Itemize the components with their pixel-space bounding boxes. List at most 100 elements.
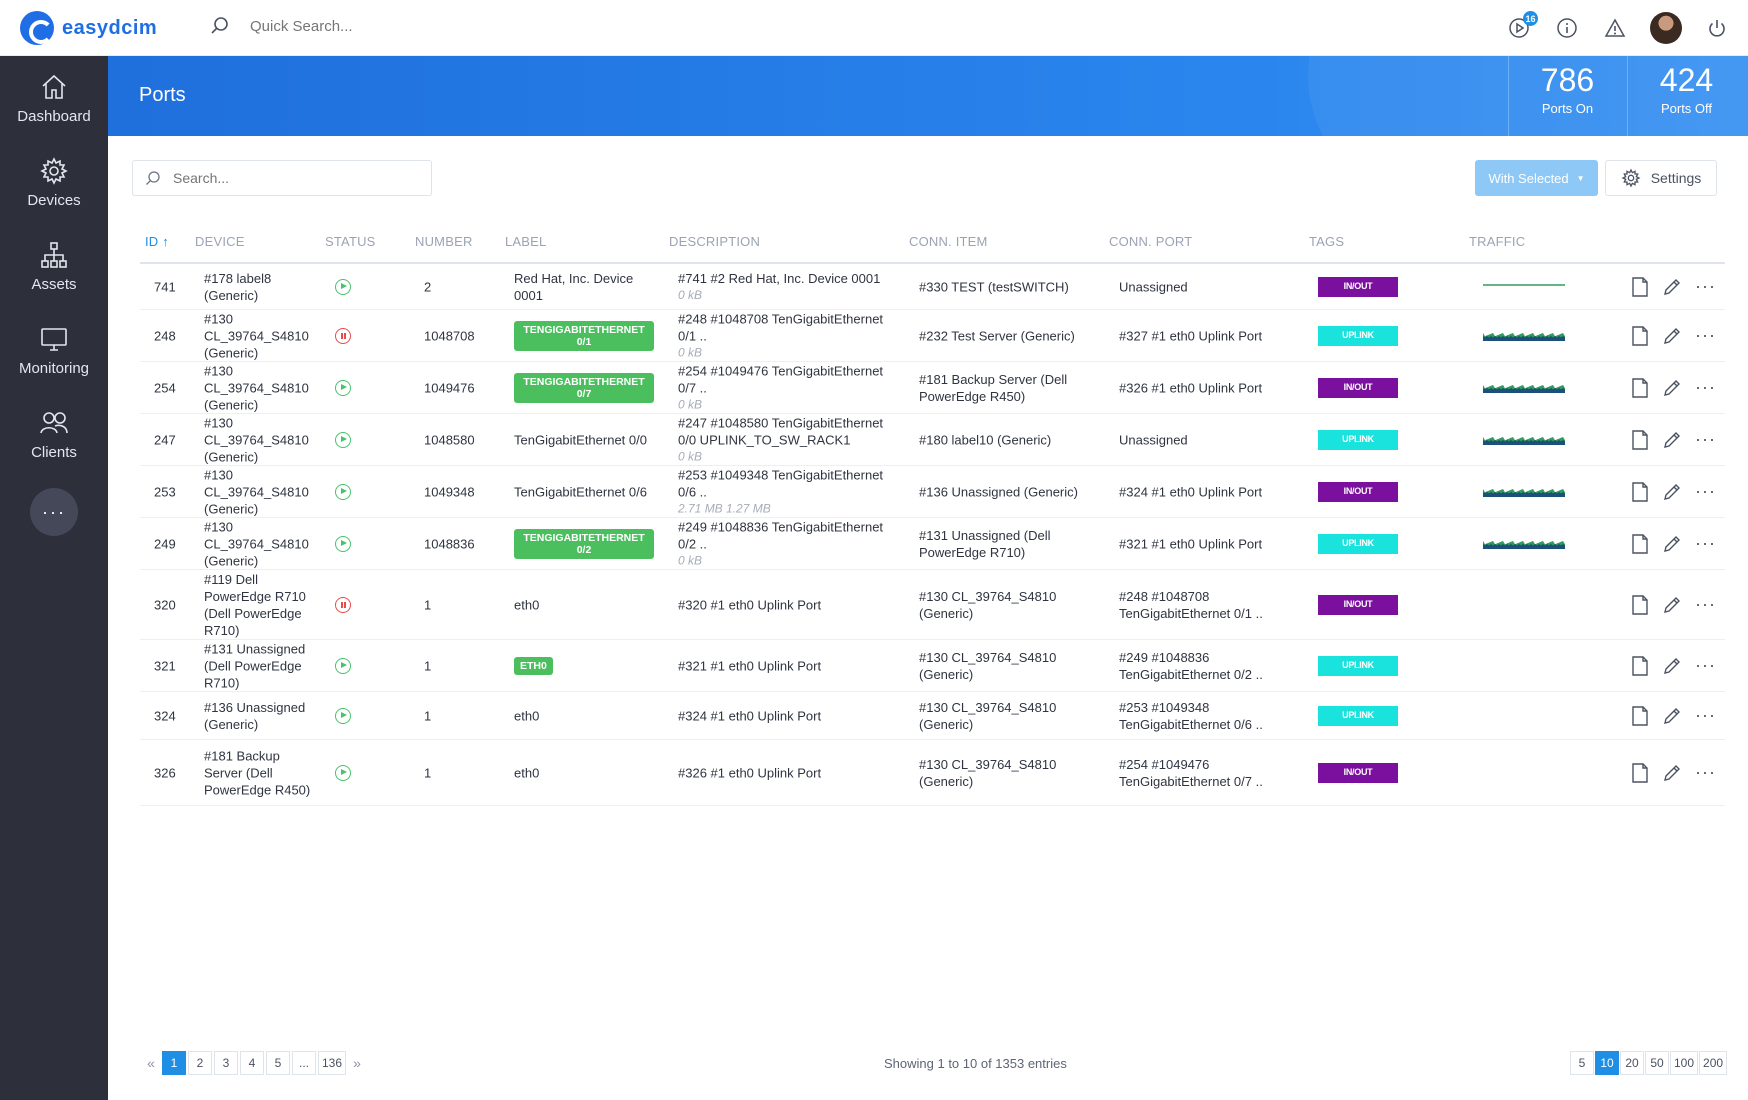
connected-port-link[interactable]: #327 #1 eth0 Uplink Port (1119, 328, 1263, 343)
connected-port-link[interactable]: #324 #1 eth0 Uplink Port (1119, 484, 1263, 499)
more-actions-icon[interactable]: ··· (1695, 276, 1716, 296)
settings-button[interactable]: Settings (1605, 160, 1717, 196)
prev-page-button[interactable]: « (147, 1055, 155, 1071)
details-icon[interactable] (1631, 276, 1649, 297)
page-button[interactable]: 4 (240, 1051, 264, 1075)
quick-search[interactable] (210, 16, 508, 36)
more-actions-icon[interactable]: ··· (1695, 762, 1716, 782)
connected-port-link[interactable]: #326 #1 eth0 Uplink Port (1119, 380, 1263, 395)
edit-icon[interactable] (1663, 535, 1681, 553)
table-row[interactable]: 248 #130 CL_39764_S4810 (Generic) 1048708 T… (140, 310, 1725, 362)
column-header-id[interactable]: ID ↑ (145, 234, 169, 249)
table-row[interactable]: 741 #178 label8 (Generic) 2 Red Hat, Inc. D… (140, 264, 1725, 310)
edit-icon[interactable] (1663, 483, 1681, 501)
more-actions-icon[interactable]: ··· (1695, 325, 1716, 345)
connected-port-link[interactable]: Unassigned (1119, 279, 1188, 294)
info-icon[interactable] (1554, 15, 1580, 41)
more-actions-icon[interactable]: ··· (1695, 705, 1716, 725)
next-page-button[interactable]: » (353, 1055, 361, 1071)
page-button[interactable]: 2 (188, 1051, 212, 1075)
connected-port-link[interactable]: #321 #1 eth0 Uplink Port (1119, 536, 1263, 551)
table-row[interactable]: 247 #130 CL_39764_S4810 (Generic) 1048580 T… (140, 414, 1725, 466)
column-header-number[interactable]: NUMBER (415, 234, 473, 249)
sidebar-item-clients[interactable]: Clients (0, 392, 108, 476)
device-link[interactable]: #131 Unassigned (Dell PowerEdge R710) (204, 641, 306, 690)
device-link[interactable]: #130 CL_39764_S4810 (Generic) (204, 415, 309, 464)
table-row[interactable]: 253 #130 CL_39764_S4810 (Generic) 1049348 T… (140, 466, 1725, 518)
details-icon[interactable] (1631, 481, 1649, 502)
more-actions-icon[interactable]: ··· (1695, 377, 1716, 397)
details-icon[interactable] (1631, 762, 1649, 783)
column-header-status[interactable]: STATUS (325, 234, 376, 249)
more-actions-icon[interactable]: ··· (1695, 533, 1716, 553)
connected-item-link[interactable]: #232 Test Server (Generic) (919, 328, 1075, 343)
connected-port-link[interactable]: #253 #1049348 TenGigabitEthernet 0/6 .. (1119, 699, 1263, 732)
page-size-option[interactable]: 200 (1699, 1051, 1728, 1075)
table-row[interactable]: 324 #136 Unassigned (Generic) 1 eth0 #324 #1… (140, 692, 1725, 740)
page-button[interactable]: 3 (214, 1051, 238, 1075)
table-search[interactable] (132, 160, 432, 196)
column-header-conn-port[interactable]: CONN. PORT (1109, 234, 1193, 249)
search-input[interactable] (171, 169, 411, 187)
more-actions-icon[interactable]: ··· (1695, 655, 1716, 675)
details-icon[interactable] (1631, 594, 1649, 615)
details-icon[interactable] (1631, 705, 1649, 726)
device-link[interactable]: #119 Dell PowerEdge R710 (Dell PowerEdge… (204, 571, 306, 638)
sidebar-item-devices[interactable]: Devices (0, 140, 108, 224)
page-button[interactable]: ... (292, 1051, 316, 1075)
connected-item-link[interactable]: #130 CL_39764_S4810 (Generic) (919, 649, 1057, 682)
connected-item-link[interactable]: #136 Unassigned (Generic) (919, 484, 1078, 499)
edit-icon[interactable] (1663, 327, 1681, 345)
page-button[interactable]: 1 (162, 1051, 186, 1075)
device-link[interactable]: #136 Unassigned (Generic) (204, 699, 306, 732)
details-icon[interactable] (1631, 325, 1649, 346)
column-header-label[interactable]: LABEL (505, 234, 547, 249)
more-button[interactable]: ··· (30, 488, 78, 536)
sidebar-item-dashboard[interactable]: Dashboard (0, 56, 108, 140)
device-link[interactable]: #130 CL_39764_S4810 (Generic) (204, 467, 309, 516)
column-header-conn-item[interactable]: CONN. ITEM (909, 234, 988, 249)
sidebar-item-monitoring[interactable]: Monitoring (0, 308, 108, 392)
device-link[interactable]: #130 CL_39764_S4810 (Generic) (204, 363, 309, 412)
device-link[interactable]: #130 CL_39764_S4810 (Generic) (204, 311, 309, 360)
edit-icon[interactable] (1663, 431, 1681, 449)
connected-port-link[interactable]: Unassigned (1119, 432, 1188, 447)
page-button[interactable]: 5 (266, 1051, 290, 1075)
page-size-option[interactable]: 20 (1620, 1051, 1644, 1075)
details-icon[interactable] (1631, 377, 1649, 398)
warning-icon[interactable] (1602, 15, 1628, 41)
table-row[interactable]: 326 #181 Backup Server (Dell PowerEdge R4… (140, 740, 1725, 806)
page-size-option[interactable]: 10 (1595, 1051, 1619, 1075)
connected-port-link[interactable]: #248 #1048708 TenGigabitEthernet 0/1 .. (1119, 588, 1263, 621)
edit-icon[interactable] (1663, 379, 1681, 397)
with-selected-button[interactable]: With Selected ▼ (1475, 160, 1598, 196)
page-button[interactable]: 136 (318, 1051, 347, 1075)
edit-icon[interactable] (1663, 596, 1681, 614)
connected-port-link[interactable]: #254 #1049476 TenGigabitEthernet 0/7 .. (1119, 756, 1263, 789)
edit-icon[interactable] (1663, 707, 1681, 725)
connected-item-link[interactable]: #130 CL_39764_S4810 (Generic) (919, 699, 1057, 732)
page-size-option[interactable]: 5 (1570, 1051, 1594, 1075)
details-icon[interactable] (1631, 655, 1649, 676)
more-actions-icon[interactable]: ··· (1695, 429, 1716, 449)
avatar[interactable] (1650, 12, 1682, 44)
connected-item-link[interactable]: #330 TEST (testSWITCH) (919, 279, 1069, 294)
connected-item-link[interactable]: #131 Unassigned (Dell PowerEdge R710) (919, 527, 1051, 560)
column-header-description[interactable]: DESCRIPTION (669, 234, 761, 249)
device-link[interactable]: #130 CL_39764_S4810 (Generic) (204, 519, 309, 568)
quick-search-input[interactable] (248, 16, 508, 36)
connected-item-link[interactable]: #130 CL_39764_S4810 (Generic) (919, 588, 1057, 621)
connected-port-link[interactable]: #249 #1048836 TenGigabitEthernet 0/2 .. (1119, 649, 1263, 682)
more-actions-icon[interactable]: ··· (1695, 594, 1716, 614)
details-icon[interactable] (1631, 533, 1649, 554)
table-row[interactable]: 321 #131 Unassigned (Dell PowerEdge R710)… (140, 640, 1725, 692)
page-size-option[interactable]: 100 (1670, 1051, 1699, 1075)
details-icon[interactable] (1631, 429, 1649, 450)
connected-item-link[interactable]: #130 CL_39764_S4810 (Generic) (919, 756, 1057, 789)
edit-icon[interactable] (1663, 657, 1681, 675)
sidebar-item-assets[interactable]: Assets (0, 224, 108, 308)
table-row[interactable]: 254 #130 CL_39764_S4810 (Generic) 1049476 T… (140, 362, 1725, 414)
column-header-tags[interactable]: TAGS (1309, 234, 1345, 249)
more-actions-icon[interactable]: ··· (1695, 481, 1716, 501)
table-row[interactable]: 320 #119 Dell PowerEdge R710 (Dell PowerE… (140, 570, 1725, 640)
